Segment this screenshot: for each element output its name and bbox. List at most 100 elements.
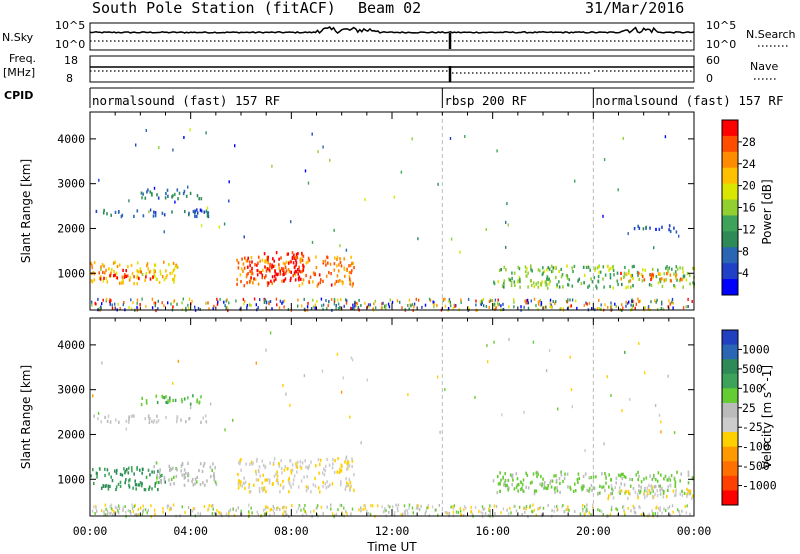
data-cell — [102, 270, 104, 274]
data-cell — [489, 504, 491, 508]
data-cell — [508, 277, 510, 281]
data-cell — [155, 420, 158, 424]
data-cell — [319, 490, 321, 494]
data-cell — [345, 457, 347, 461]
data-cell — [305, 261, 308, 265]
data-cell — [132, 486, 134, 490]
data-cell — [665, 266, 667, 270]
data-cell — [103, 264, 105, 268]
data-cell — [452, 507, 455, 511]
data-cell — [627, 506, 629, 510]
data-cell — [225, 299, 227, 303]
data-cell — [617, 282, 619, 286]
data-cell — [523, 410, 525, 414]
data-cell — [520, 487, 522, 491]
cpid-segment-label: normalsound (fast) 157 RF — [595, 93, 783, 108]
data-cell — [546, 268, 548, 272]
data-cell — [667, 485, 669, 489]
data-cell — [288, 490, 290, 494]
data-cell — [93, 278, 96, 282]
data-cell — [652, 273, 655, 277]
data-cell — [535, 513, 537, 517]
data-cell — [130, 307, 133, 311]
data-cell — [669, 484, 672, 488]
data-cell — [543, 305, 545, 309]
plot-border — [89, 317, 695, 517]
data-cell — [624, 475, 627, 479]
data-cell — [292, 274, 294, 278]
data-cell — [147, 188, 149, 192]
data-cell — [251, 260, 253, 264]
data-cell — [681, 489, 683, 493]
data-cell — [133, 504, 135, 508]
data-cell — [499, 482, 501, 486]
data-cell — [616, 513, 619, 517]
data-cell — [542, 477, 544, 481]
data-cell — [549, 305, 551, 308]
data-cell — [507, 223, 509, 227]
data-cell — [648, 512, 651, 516]
data-cell — [635, 473, 638, 477]
data-cell — [400, 513, 403, 517]
data-cell — [156, 414, 158, 418]
data-cell — [291, 468, 294, 472]
data-cell — [637, 297, 639, 301]
data-cell — [245, 259, 248, 263]
y-tick-label: 3000 — [57, 177, 85, 191]
data-cell — [285, 513, 287, 517]
data-cell — [510, 511, 512, 515]
data-cell — [105, 276, 108, 281]
data-cell — [281, 279, 283, 283]
data-cell — [110, 299, 112, 302]
data-cell — [656, 298, 658, 302]
data-cell — [484, 511, 487, 515]
data-cell — [163, 260, 165, 264]
data-cell — [652, 495, 655, 499]
data-cell — [496, 149, 498, 153]
data-cell — [172, 194, 174, 198]
data-cell — [442, 297, 445, 301]
plot-border — [89, 111, 695, 311]
data-cell — [117, 509, 119, 513]
data-cell — [296, 256, 299, 260]
data-cell — [140, 270, 142, 274]
data-cell — [362, 508, 364, 511]
data-cell — [566, 264, 568, 268]
data-cell — [628, 269, 630, 273]
data-cell — [367, 303, 370, 307]
data-cell — [634, 490, 637, 494]
data-cell — [173, 475, 175, 479]
data-cell — [624, 265, 626, 270]
data-cell — [114, 273, 116, 277]
data-cell — [290, 220, 292, 224]
data-cell — [102, 484, 105, 488]
colorbar-swatch — [722, 135, 738, 153]
data-cell — [396, 299, 399, 303]
data-cell — [526, 473, 529, 477]
data-cell — [638, 226, 641, 230]
data-cell — [612, 488, 614, 492]
data-cell — [125, 478, 127, 482]
data-cell — [304, 169, 307, 173]
data-cell — [322, 145, 324, 149]
data-cell — [237, 266, 240, 270]
data-cell — [224, 428, 226, 432]
data-cell — [677, 508, 679, 512]
data-cell — [292, 478, 295, 482]
data-cell — [265, 478, 268, 482]
data-cell — [650, 300, 652, 304]
data-cell — [586, 503, 588, 507]
freq-units: [MHz] — [3, 66, 35, 79]
data-cell — [317, 504, 319, 508]
colorbar-tick-label: 24 — [742, 157, 756, 171]
data-cell — [346, 268, 348, 272]
x-tick-label: 16:00 — [475, 524, 510, 538]
data-cell — [597, 508, 599, 512]
data-cell — [667, 478, 669, 482]
data-cell — [235, 299, 237, 303]
data-cell — [267, 255, 269, 259]
data-cell — [266, 267, 269, 271]
data-cell — [240, 280, 242, 284]
data-cell — [176, 415, 178, 419]
data-cell — [674, 493, 676, 498]
